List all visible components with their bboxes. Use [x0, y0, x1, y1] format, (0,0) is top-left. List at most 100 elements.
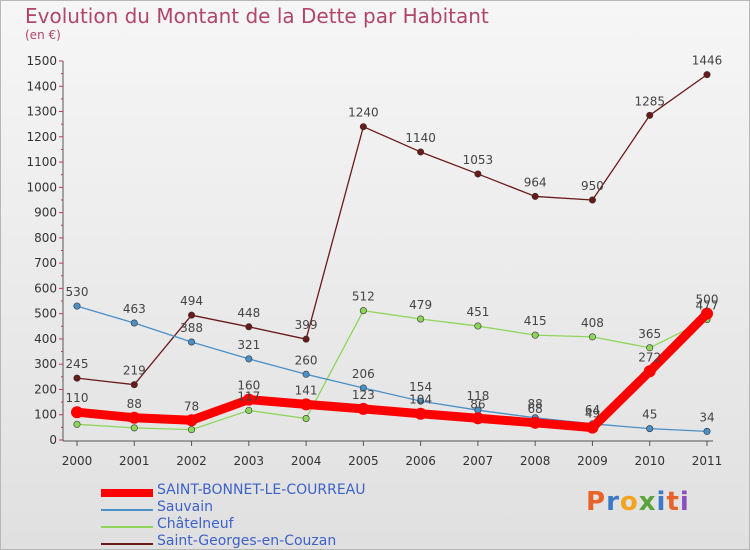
series-point [417, 315, 425, 323]
series-point [414, 407, 427, 420]
series-point [474, 322, 482, 330]
series-line [72, 309, 712, 433]
series-line [76, 73, 708, 386]
data-label: 1240 [348, 106, 379, 120]
series-point [646, 111, 654, 119]
data-label: 448 [237, 306, 260, 320]
series-point [359, 384, 367, 392]
data-label: 245 [66, 357, 89, 371]
y-tick-label: 200 [34, 382, 57, 396]
series-point [646, 344, 654, 352]
data-label: 88 [127, 397, 142, 411]
series-point [71, 406, 83, 419]
x-tick-label: 2007 [463, 454, 494, 468]
data-label: 118 [466, 389, 489, 403]
series-point [245, 323, 253, 331]
legend-label: Sauvain [157, 499, 213, 515]
series-point [471, 412, 484, 425]
chart-title: Evolution du Montant de la Dette par Hab… [25, 4, 489, 28]
x-tick-label: 2008 [520, 454, 551, 468]
series-point [73, 420, 81, 428]
series-point [588, 196, 596, 204]
series-point [242, 393, 255, 406]
x-tick-label: 2000 [62, 454, 93, 468]
y-tick-label: 700 [34, 256, 57, 270]
x-tick-label: 2011 [692, 454, 723, 468]
series-point [359, 307, 367, 315]
series-point [646, 425, 654, 433]
data-label: 123 [352, 388, 375, 402]
series-point [130, 319, 138, 327]
series-point [188, 338, 196, 346]
y-tick-label: 800 [34, 231, 57, 245]
data-label: 64 [585, 403, 600, 417]
data-label: 463 [123, 302, 146, 316]
series-point [474, 170, 482, 178]
data-label: 160 [237, 379, 260, 393]
x-tick-label: 2002 [176, 454, 207, 468]
series-point [586, 421, 599, 434]
series-point [128, 411, 141, 424]
series-point [703, 427, 711, 435]
y-tick-label: 500 [34, 307, 57, 321]
data-label: 206 [352, 367, 375, 381]
series-point [703, 71, 711, 79]
data-label: 477 [696, 298, 719, 312]
legend-label: SAINT-BONNET-LE-COURREAU [157, 482, 366, 498]
y-tick-label: 900 [34, 206, 57, 220]
data-label: 494 [180, 294, 203, 308]
data-label: 950 [581, 179, 604, 193]
data-label: 86 [470, 397, 485, 411]
series-point [302, 335, 310, 343]
series-point [73, 302, 81, 310]
series-point [245, 355, 253, 363]
y-tick-label: 300 [34, 357, 57, 371]
legend-label: Châtelneuf [157, 516, 234, 532]
x-tick-label: 2001 [119, 454, 150, 468]
legend-label: Saint-Georges-en-Couzan [157, 533, 337, 549]
x-tick-label: 2010 [634, 454, 665, 468]
y-tick-label: 0 [49, 433, 57, 447]
data-label: 388 [180, 321, 203, 335]
data-label: 219 [123, 364, 146, 378]
series-point [588, 333, 596, 341]
x-tick-label: 2003 [234, 454, 265, 468]
data-label: 104 [409, 393, 432, 407]
data-label: 451 [466, 305, 489, 319]
y-tick-label: 1300 [26, 105, 57, 119]
series-point [359, 123, 367, 131]
series-point [130, 381, 138, 389]
data-label: 49 [585, 407, 600, 421]
x-tick-label: 2005 [348, 454, 379, 468]
data-label: 530 [66, 285, 89, 299]
series-point [643, 365, 656, 378]
chart-subtitle: (en €) [25, 28, 61, 42]
data-label: 88 [528, 397, 543, 411]
series-point [357, 402, 370, 415]
data-label: 964 [524, 175, 547, 189]
series-line [76, 305, 708, 433]
series-point [417, 148, 425, 156]
data-label: 68 [528, 402, 543, 416]
series-point [300, 398, 313, 411]
data-label: 1140 [405, 131, 436, 145]
data-label: 34 [699, 410, 714, 424]
data-label: 45 [642, 408, 657, 422]
series-line [76, 309, 708, 431]
x-tick-label: 2004 [291, 454, 322, 468]
data-label: 512 [352, 290, 375, 304]
data-label: 399 [295, 318, 318, 332]
data-label: 154 [409, 380, 432, 394]
data-label: 110 [66, 391, 89, 405]
series-point [529, 416, 542, 429]
data-label: 415 [524, 314, 547, 328]
data-label: 260 [295, 353, 318, 367]
legend-swatch [101, 509, 153, 511]
data-label: 141 [295, 383, 318, 397]
y-tick-label: 600 [34, 281, 57, 295]
series-point [245, 406, 253, 414]
series-point [531, 331, 539, 339]
series-point [73, 374, 81, 382]
